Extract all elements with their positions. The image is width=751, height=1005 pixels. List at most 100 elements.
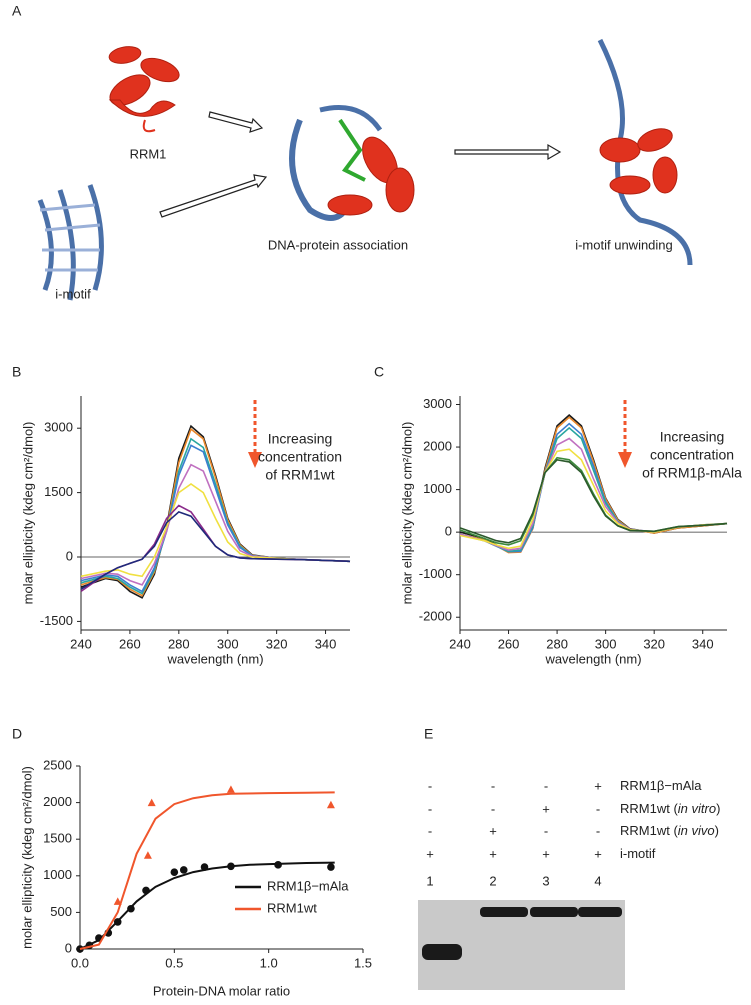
gel-band: [578, 907, 622, 917]
y-tick-label: -1500: [40, 613, 73, 628]
annotation-arrowhead: [248, 452, 262, 468]
annotation-arrowhead: [618, 452, 632, 468]
gel-sign: -: [544, 778, 548, 793]
complex-structure: [289, 105, 415, 221]
lane-number: 1: [426, 873, 433, 888]
gel-band: [480, 907, 528, 917]
annotation: of RRM1β-mAla: [642, 465, 742, 481]
x-tick-label: 1.0: [260, 955, 278, 970]
spectrum-line: [80, 510, 351, 590]
gel-row-label: RRM1wt (in vivo): [620, 823, 719, 838]
gel-sign: +: [594, 778, 602, 793]
x-tick-label: 260: [498, 636, 520, 651]
point: [113, 918, 122, 926]
structure-label: DNA-protein association: [268, 237, 408, 252]
y-axis-label: molar ellipticity (kdeg cm²/dmol): [20, 422, 35, 605]
gel-row-label-part: ): [716, 801, 720, 816]
x-axis-label: Protein-DNA molar ratio: [153, 983, 290, 998]
point: [170, 868, 179, 876]
gel-row-label-part: RRM1β−mAla: [620, 778, 702, 793]
y-tick-label: 1500: [43, 831, 72, 846]
gel-row-label-part: RRM1wt (: [620, 801, 678, 816]
gel-sign: -: [491, 801, 495, 816]
x-axis-label: wavelength (nm): [166, 651, 263, 666]
x-tick-label: 0.0: [71, 955, 89, 970]
imotif-structure: [37, 184, 104, 301]
point: [327, 863, 335, 871]
point: [147, 798, 156, 807]
x-tick-label: 0.5: [165, 955, 183, 970]
spectrum-line: [459, 458, 728, 544]
gel-sign: -: [596, 801, 600, 816]
point: [326, 800, 335, 809]
x-tick-label: 300: [595, 636, 617, 651]
legend-label: RRM1wt: [267, 900, 317, 915]
gel-sign: -: [428, 801, 432, 816]
fit-line: [79, 791, 335, 950]
structure-label: RRM1: [130, 146, 167, 161]
gel-row-label: RRM1wt (in vitro): [620, 801, 720, 816]
y-tick-label: 1000: [43, 867, 72, 882]
annotation: Increasing: [268, 431, 333, 447]
x-tick-label: 240: [449, 636, 471, 651]
y-tick-label: 0: [66, 548, 73, 563]
point: [179, 866, 188, 874]
y-tick-label: 3000: [44, 420, 73, 435]
x-tick-label: 1.5: [354, 955, 372, 970]
panel-label: C: [374, 364, 384, 380]
rrm1-structure: [108, 46, 180, 133]
y-tick-label: 2000: [423, 438, 452, 453]
lane-number: 2: [489, 873, 496, 888]
y-axis-label: molar ellipticity (kdeg cm²/dmol): [399, 422, 414, 605]
y-axis-label: molar ellipticity (kdeg cm²/dmol): [19, 766, 34, 949]
gel-sign: -: [596, 823, 600, 838]
panel-label: D: [12, 726, 22, 742]
point: [226, 785, 235, 793]
lane-number: 3: [542, 873, 549, 888]
point: [142, 886, 150, 895]
point: [113, 897, 122, 905]
structure-label: i-motif: [55, 286, 91, 301]
gel-row-label-part: in vitro: [678, 801, 716, 816]
y-tick-label: 3000: [423, 396, 452, 411]
x-tick-label: 300: [217, 636, 239, 651]
point: [227, 862, 235, 871]
gel-row-label-part: i-motif: [620, 846, 656, 861]
point: [143, 851, 152, 859]
gel-row-label: RRM1β−mAla: [620, 778, 702, 793]
gel-sign: +: [426, 846, 434, 861]
x-tick-label: 280: [546, 636, 568, 651]
gel-sign: +: [489, 846, 497, 861]
x-tick-label: 340: [692, 636, 714, 651]
gel-row-label-part: in vivo: [678, 823, 715, 838]
gel-sign: +: [489, 823, 497, 838]
y-tick-label: 1000: [423, 481, 452, 496]
y-tick-label: 0: [65, 940, 72, 955]
lane-number: 4: [594, 873, 601, 888]
gel-band: [422, 944, 462, 960]
annotation: Increasing: [660, 429, 725, 445]
annotation: concentration: [650, 447, 734, 463]
x-tick-label: 240: [70, 636, 92, 651]
structure-label: i-motif unwinding: [575, 237, 673, 252]
gel-sign: -: [544, 823, 548, 838]
y-tick-label: -2000: [419, 609, 452, 624]
y-tick-label: 1500: [44, 484, 73, 499]
gel-sign: +: [542, 846, 550, 861]
panel-label: A: [12, 3, 22, 19]
x-tick-label: 320: [643, 636, 665, 651]
x-tick-label: 320: [266, 636, 288, 651]
point: [200, 863, 209, 871]
flow-arrows: [159, 111, 562, 218]
gel-sign: -: [491, 778, 495, 793]
unwound-structure: [597, 38, 693, 266]
gel-row-label-part: RRM1wt (: [620, 823, 678, 838]
panel-label: B: [12, 364, 21, 380]
gel-sign: +: [542, 801, 550, 816]
y-tick-label: 500: [50, 904, 72, 919]
gel-row-label: i-motif: [620, 846, 656, 861]
point: [274, 861, 282, 869]
x-tick-label: 340: [315, 636, 337, 651]
point: [127, 904, 135, 913]
